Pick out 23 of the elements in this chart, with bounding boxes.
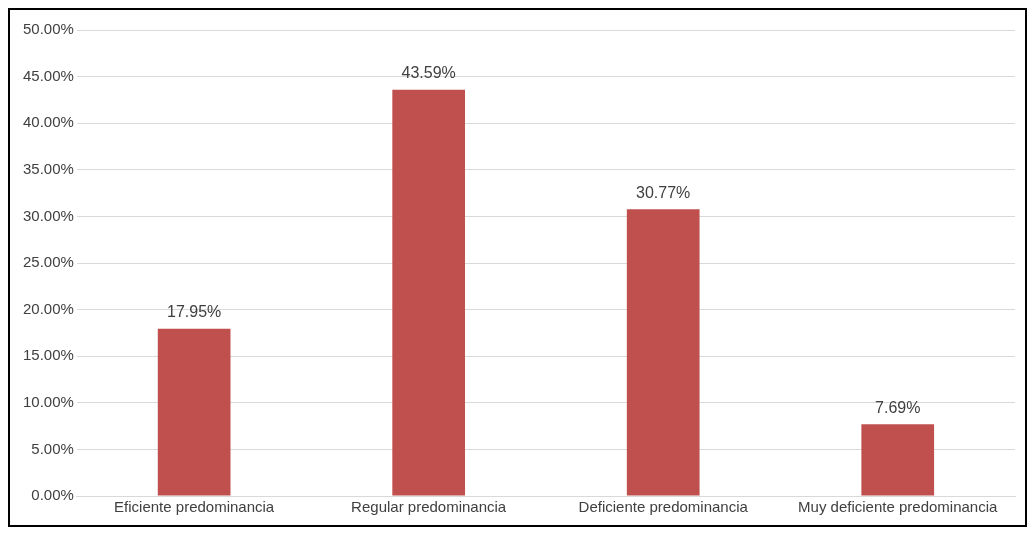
x-tick-label: Regular predominancia xyxy=(351,498,507,516)
x-tick-label: Deficiente predominancia xyxy=(578,498,749,516)
y-tick-label: 0.00% xyxy=(31,486,74,504)
x-tick-label: Eficiente predominancia xyxy=(114,498,275,516)
y-tick-label: 45.00% xyxy=(23,66,74,84)
y-tick-label: 15.00% xyxy=(23,346,74,364)
bar xyxy=(861,424,935,496)
x-tick-label: Muy deficiente predominancia xyxy=(798,498,999,516)
y-tick-label: 25.00% xyxy=(23,253,74,271)
y-tick-label: 40.00% xyxy=(23,113,74,131)
y-tick-label: 35.00% xyxy=(23,159,74,177)
data-label: 17.95% xyxy=(167,303,222,321)
y-tick-label: 30.00% xyxy=(23,206,74,224)
data-label: 43.59% xyxy=(401,64,456,82)
data-label: 7.69% xyxy=(875,398,921,416)
bar xyxy=(392,89,466,496)
data-label: 30.77% xyxy=(636,183,691,201)
bar xyxy=(157,328,231,496)
y-tick-label: 50.00% xyxy=(23,20,74,38)
y-tick-label: 10.00% xyxy=(23,392,74,410)
y-tick-label: 20.00% xyxy=(23,299,74,317)
y-tick-label: 5.00% xyxy=(31,439,74,457)
bar xyxy=(626,209,700,496)
